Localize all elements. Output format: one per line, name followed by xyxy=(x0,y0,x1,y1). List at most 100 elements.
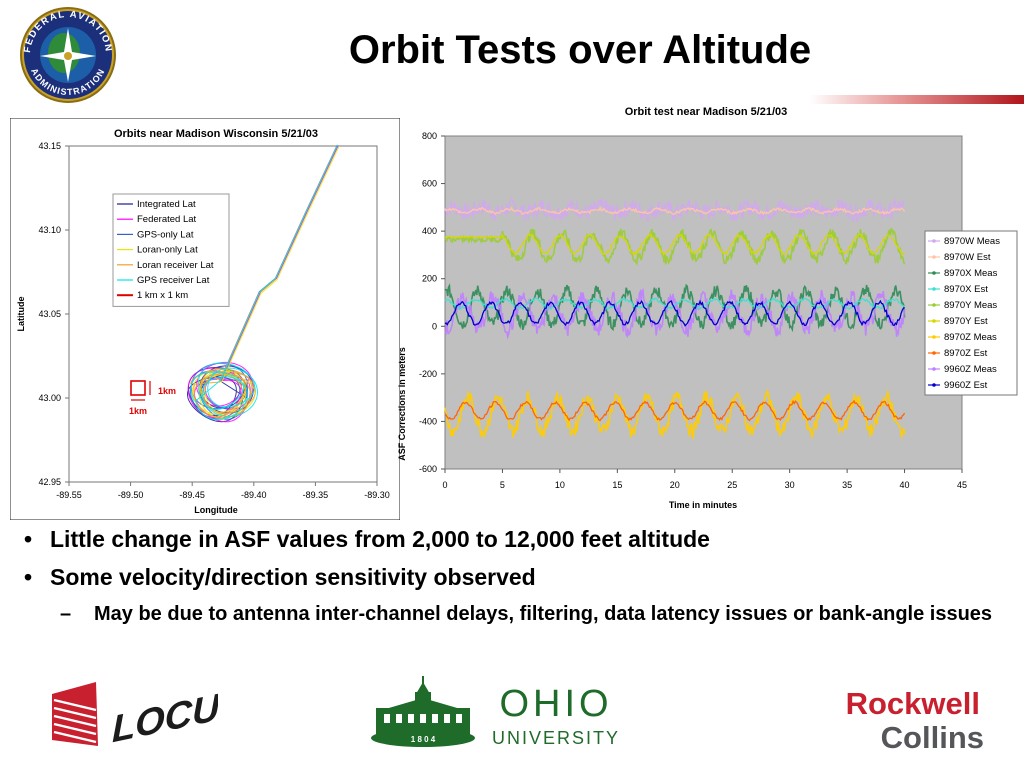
sub-bullet-item: – May be due to antenna inter-channel de… xyxy=(24,600,1024,629)
orbit-y-tick-label: 43.05 xyxy=(38,309,61,319)
asf-legend-label: 8970W Est xyxy=(944,252,991,263)
orbit-legend-label: GPS-only Lat xyxy=(137,229,194,240)
orbit-legend-label: 1 km x 1 km xyxy=(137,290,188,301)
asf-legend-marker xyxy=(932,383,936,387)
orbit-y-axis-label: Latitude xyxy=(16,297,26,332)
rockwell-wordmark: Rockwell xyxy=(846,686,980,721)
asf-series-line xyxy=(444,227,906,267)
asf-x-tick-label: 5 xyxy=(500,480,505,490)
locus-logo: LOCUS xyxy=(52,680,218,751)
bullet-item: • Some velocity/direction sensitivity ob… xyxy=(24,562,1024,592)
asf-legend-marker xyxy=(932,239,936,243)
asf-legend-label: 8970Y Est xyxy=(944,316,988,327)
asf-x-tick-label: 30 xyxy=(785,480,795,490)
collins-wordmark: Collins xyxy=(881,720,984,755)
asf-legend-marker xyxy=(932,287,936,291)
asf-legend-marker xyxy=(932,367,936,371)
orbit-series-line xyxy=(190,144,339,421)
bullet-marker: • xyxy=(24,526,33,552)
bullet-item: • Little change in ASF values from 2,000… xyxy=(24,524,1024,554)
asf-x-tick-label: 45 xyxy=(957,480,967,490)
asf-series-line xyxy=(444,288,906,340)
asf-chart-title: Orbit test near Madison 5/21/03 xyxy=(625,106,788,118)
asf-legend-label: 8970W Meas xyxy=(944,236,1000,247)
asf-y-tick-label: -200 xyxy=(419,369,437,379)
orbit-x-tick-label: -89.35 xyxy=(303,490,329,500)
orbit-chart-title: Orbits near Madison Wisconsin 5/21/03 xyxy=(114,128,318,140)
asf-legend-marker xyxy=(932,271,936,275)
orbit-y-tick-label: 43.10 xyxy=(38,225,61,235)
ohio-wordmark: OHIO xyxy=(499,683,612,725)
page-title: Orbit Tests over Altitude xyxy=(348,28,812,72)
asf-x-tick-label: 35 xyxy=(842,480,852,490)
asf-legend-label: 8970Y Meas xyxy=(944,300,997,311)
asf-y-tick-label: 800 xyxy=(422,131,437,141)
asf-legend-marker xyxy=(932,255,936,259)
asf-legend-marker xyxy=(932,319,936,323)
asf-legend-marker xyxy=(932,335,936,339)
asf-series-line xyxy=(444,232,906,257)
ohio-university-logo: 1 8 0 4 OHIO UNIVERSITY xyxy=(371,676,620,748)
asf-plot-area xyxy=(444,135,963,470)
km-height-label: 1km xyxy=(158,386,176,396)
asf-x-tick-label: 25 xyxy=(727,480,737,490)
bullet-text: Little change in ASF values from 2,000 t… xyxy=(50,526,710,552)
sub-bullet-marker: – xyxy=(60,603,72,625)
orbit-legend-label: Federated Lat xyxy=(137,214,197,225)
asf-x-tick-label: 15 xyxy=(612,480,622,490)
asf-series-line xyxy=(444,388,906,441)
bullet-text: Some velocity/direction sensitivity obse… xyxy=(50,564,536,590)
asf-x-axis-label: Time in minutes xyxy=(669,500,737,510)
orbit-y-tick-label: 42.95 xyxy=(38,477,61,487)
asf-x-tick-label: 0 xyxy=(442,480,447,490)
asf-y-tick-label: 600 xyxy=(422,179,437,189)
orbit-legend-label: Loran receiver Lat xyxy=(137,260,214,271)
orbit-chart: Orbits near Madison Wisconsin 5/21/03 43… xyxy=(10,118,400,520)
bullet-list: • Little change in ASF values from 2,000… xyxy=(24,524,1024,629)
orbit-x-tick-label: -89.50 xyxy=(118,490,144,500)
orbit-legend-label: GPS receiver Lat xyxy=(137,275,210,286)
asf-legend-marker xyxy=(932,303,936,307)
asf-legend: 8970W Meas 8970W Est 8970X Meas 8970X Est 89… xyxy=(924,230,1018,396)
asf-series-line xyxy=(444,197,906,222)
asf-y-tick-label: 0 xyxy=(432,321,437,331)
asf-legend-label: 8970X Meas xyxy=(944,268,998,279)
orbit-x-tick-label: -89.40 xyxy=(241,490,267,500)
orbit-y-tick-label: 43.15 xyxy=(38,141,61,151)
asf-y-tick-label: 200 xyxy=(422,274,437,284)
locus-wordmark: LOCUS xyxy=(112,680,218,751)
ohio-year: 1 8 0 4 xyxy=(411,735,436,744)
asf-y-axis-label: ASF Corrections in meters xyxy=(397,347,407,461)
km-box xyxy=(130,380,146,396)
asf-series-line xyxy=(444,297,906,311)
orbit-x-tick-label: -89.55 xyxy=(56,490,82,500)
orbit-legend: Integrated Lat Federated Lat GPS-only Lat L… xyxy=(112,193,230,307)
asf-series-line xyxy=(444,299,905,327)
asf-legend-label: 9960Z Meas xyxy=(944,364,997,375)
orbit-y-tick-label: 43.00 xyxy=(38,393,61,403)
asf-legend-label: 9960Z Est xyxy=(944,380,988,391)
faa-logo: FEDERAL AVIATION ADMINISTRATION xyxy=(20,7,116,103)
asf-series-line xyxy=(444,399,906,422)
km-width-label: 1km xyxy=(129,406,147,416)
orbit-x-tick-label: -89.45 xyxy=(179,490,205,500)
bullet-marker: • xyxy=(24,564,33,590)
asf-x-tick-label: 20 xyxy=(670,480,680,490)
university-wordmark: UNIVERSITY xyxy=(492,728,620,748)
asf-chart: Orbit test near Madison 5/21/03 800 600 40… xyxy=(397,106,1018,510)
asf-legend-box xyxy=(924,230,1018,396)
asf-x-tick-label: 40 xyxy=(900,480,910,490)
orbit-legend-label: Loran-only Lat xyxy=(137,245,198,256)
orbit-x-tick-label: -89.30 xyxy=(364,490,390,500)
asf-series-line xyxy=(444,205,906,216)
title-rule xyxy=(810,95,1024,104)
asf-legend-label: 8970Z Meas xyxy=(944,332,997,343)
asf-y-tick-label: -400 xyxy=(419,416,437,426)
asf-x-tick-label: 10 xyxy=(555,480,565,490)
asf-y-tick-label: 400 xyxy=(422,226,437,236)
orbit-x-axis-label: Longitude xyxy=(194,505,238,515)
asf-legend-label: 8970Z Est xyxy=(944,348,988,359)
asf-legend-marker xyxy=(932,351,936,355)
asf-y-tick-label: -600 xyxy=(419,464,437,474)
sub-bullet-text: May be due to antenna inter-channel dela… xyxy=(94,603,993,625)
